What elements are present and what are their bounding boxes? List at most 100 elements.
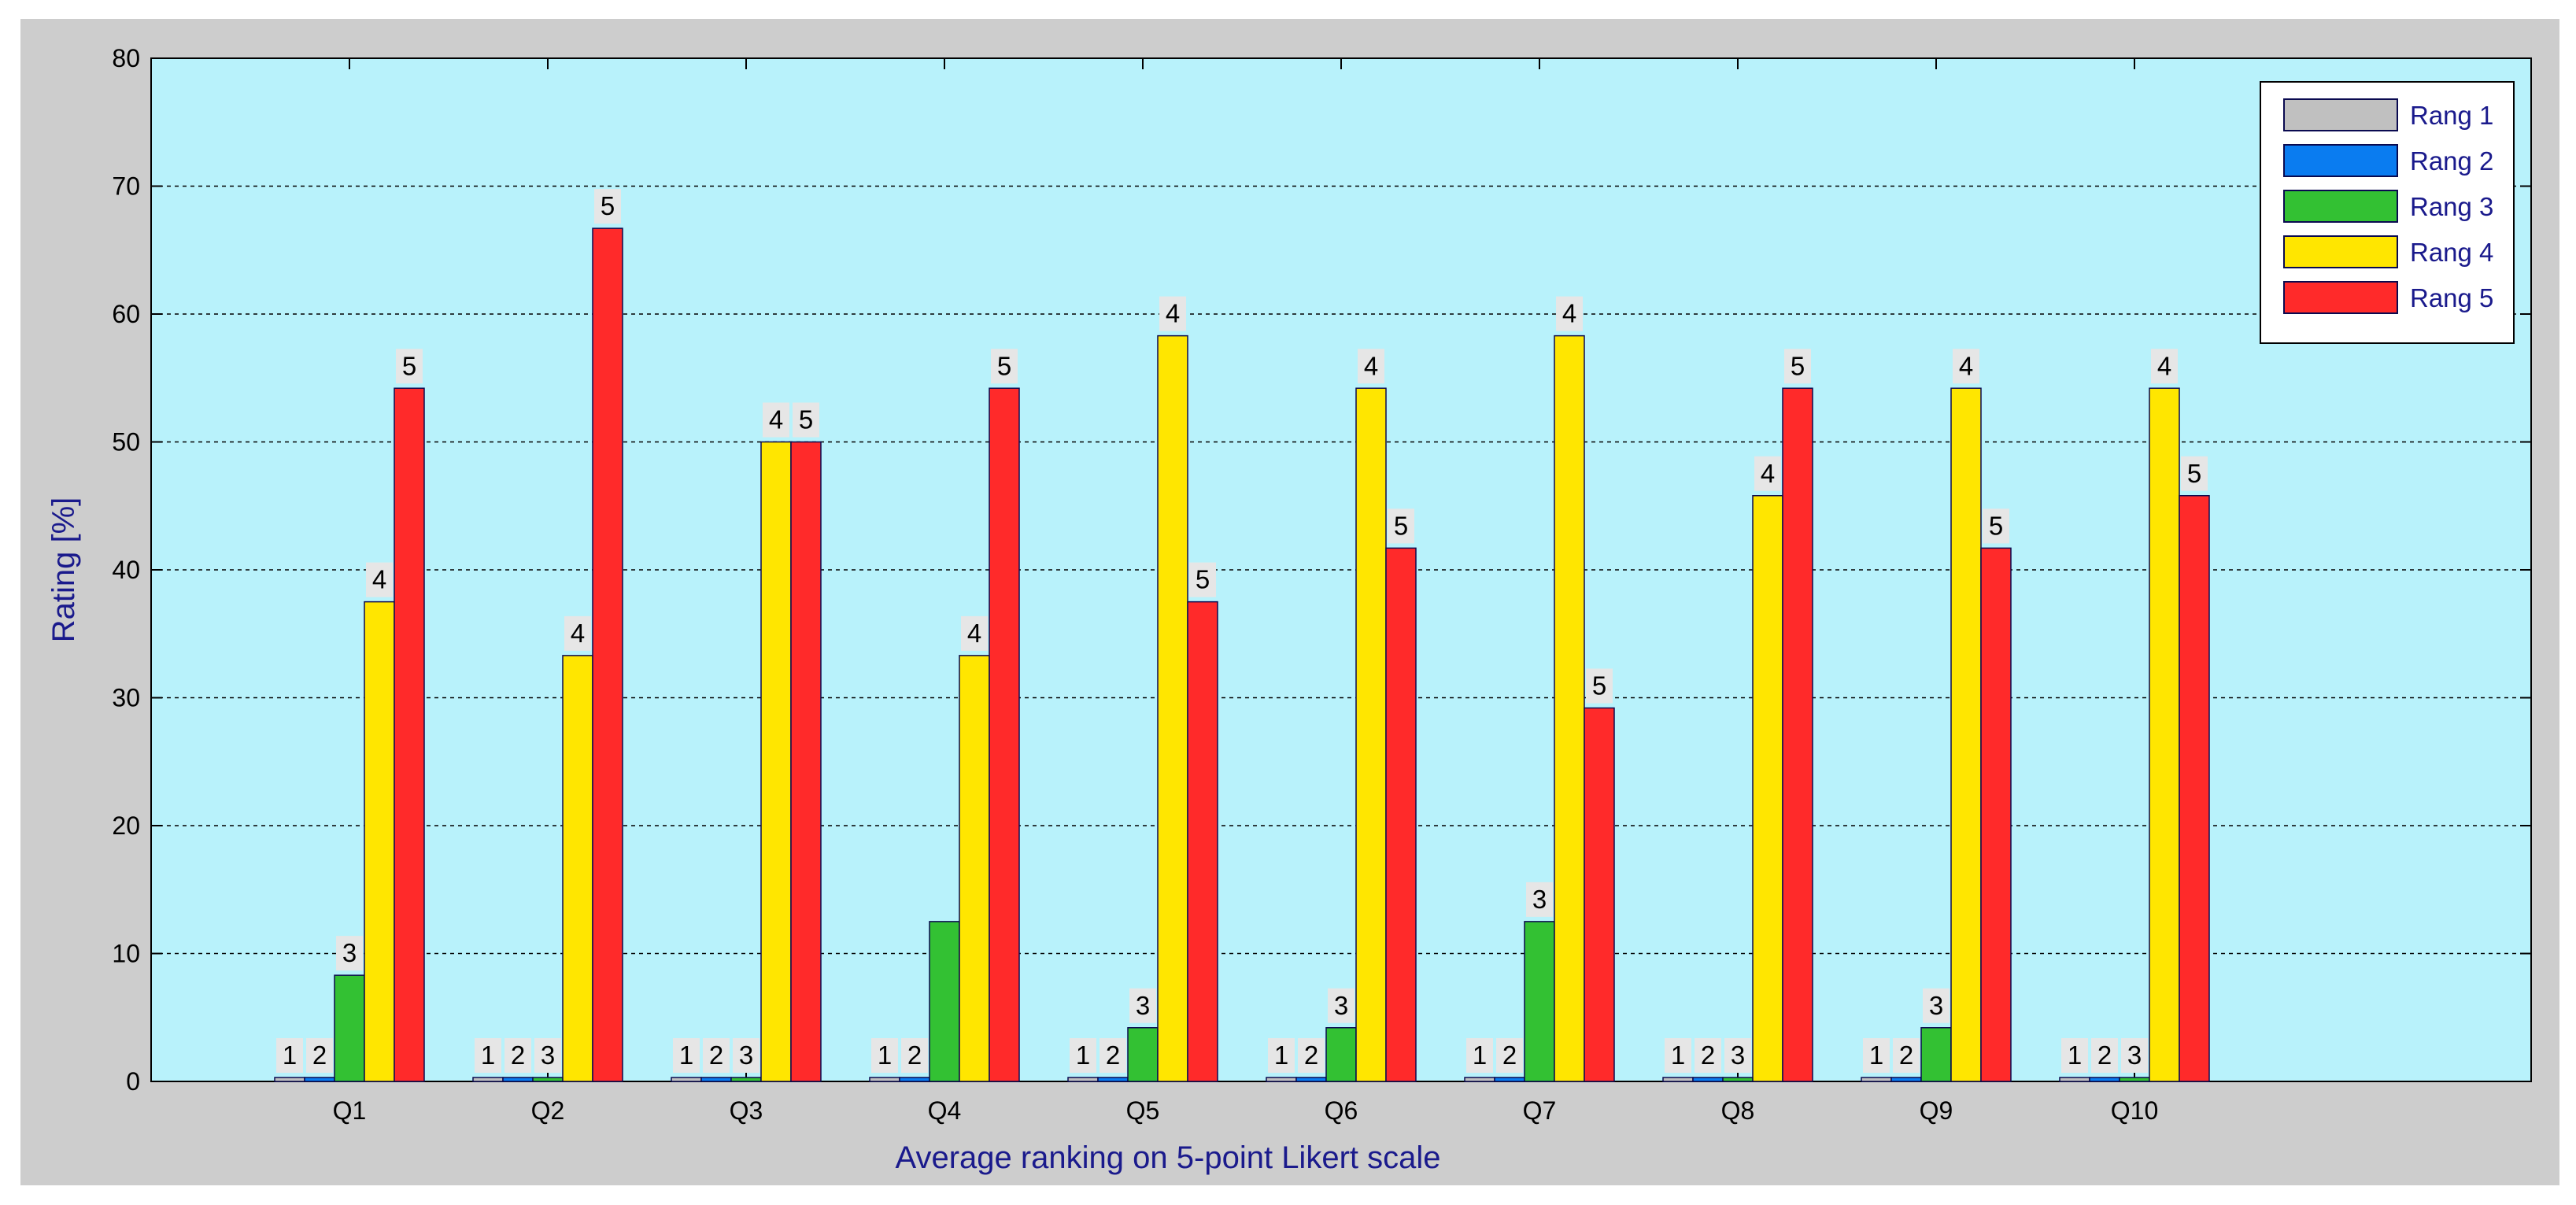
data-label-text: 3 xyxy=(1136,991,1150,1020)
bar-q8-3 xyxy=(1722,1077,1754,1082)
data-label-q8-2: 2 xyxy=(1695,1038,1721,1073)
x-tick-label: Q7 xyxy=(1523,1096,1557,1125)
data-label-box xyxy=(564,615,591,651)
data-label-box xyxy=(504,1038,531,1073)
bar-q1-5 xyxy=(394,387,425,1082)
x-tick-label: Q5 xyxy=(1126,1096,1160,1125)
data-label-box xyxy=(1298,1038,1325,1073)
data-label-text: 5 xyxy=(1394,511,1408,540)
y-tick-label: 40 xyxy=(112,556,140,584)
data-label-box xyxy=(961,615,988,651)
data-label-text: 4 xyxy=(1761,459,1775,488)
data-label-text: 1 xyxy=(481,1041,495,1070)
data-label-q9-3: 3 xyxy=(1923,988,1950,1023)
y-tick-label: 30 xyxy=(112,684,140,712)
data-label-text: 3 xyxy=(1334,991,1348,1020)
legend: Rang 1 Rang 2 Rang 3 Rang 4 Rang 5 xyxy=(2260,81,2515,344)
bar-q8-4 xyxy=(1752,495,1783,1082)
figure-window: 0 10 20 30 40 50 60 70 80 Q1 Q2 Q3 Q4 Q5 Q6 Q7 Q8 Q9 Q10 1 2… xyxy=(20,19,2559,1185)
bar-q2-4 xyxy=(562,655,593,1082)
data-label-q1-1: 1 xyxy=(276,1038,303,1073)
data-label-q6-2: 2 xyxy=(1298,1038,1325,1073)
y-tick-label: 80 xyxy=(112,44,140,72)
data-label-box xyxy=(1665,1038,1691,1073)
bar-q10-1 xyxy=(2059,1077,2090,1082)
bar-group-q6: 1 23 4 5 xyxy=(1266,349,1417,1082)
data-label-text: 2 xyxy=(2097,1041,2112,1070)
data-label-box xyxy=(1893,1038,1920,1073)
data-label-q4-4: 4 xyxy=(961,615,988,651)
data-label-q1-5: 5 xyxy=(396,349,423,384)
data-label-text: 2 xyxy=(511,1041,525,1070)
bar-q5-4 xyxy=(1157,335,1188,1082)
bar-q2-5 xyxy=(592,227,623,1082)
data-label-q1-4: 4 xyxy=(366,562,393,597)
data-label-q6-1: 1 xyxy=(1268,1038,1295,1073)
data-label-q10-1: 1 xyxy=(2061,1038,2088,1073)
bar-q2-2 xyxy=(502,1077,534,1082)
data-label-text: 4 xyxy=(1364,351,1378,380)
bar-q9-4 xyxy=(1950,387,1982,1082)
data-label-text: 3 xyxy=(342,938,357,967)
data-label-box xyxy=(475,1038,501,1073)
bar-group-q7: 1 2 3 4 5 xyxy=(1464,296,1615,1082)
data-label-box xyxy=(1466,1038,1493,1073)
data-label-text: 1 xyxy=(1274,1041,1288,1070)
data-label-text: 5 xyxy=(2187,459,2201,488)
data-label-text: 1 xyxy=(2068,1041,2082,1070)
data-label-text: 1 xyxy=(1473,1041,1487,1070)
bar-q3-2 xyxy=(700,1077,732,1082)
data-label-box xyxy=(1695,1038,1721,1073)
data-label-text: 4 xyxy=(1959,351,1973,380)
data-label-q6-4: 4 xyxy=(1358,349,1384,384)
x-axis-title: Average ranking on 5-point Likert scale xyxy=(895,1140,1440,1175)
legend-label-4: Rang 4 xyxy=(2410,238,2493,267)
data-label-q1-3: 3 xyxy=(336,936,363,971)
bar-q8-5 xyxy=(1782,387,1813,1082)
y-tick-label: 50 xyxy=(112,428,140,456)
data-label-q10-5: 5 xyxy=(2181,456,2208,491)
data-label-text: 4 xyxy=(571,619,585,648)
data-label-box xyxy=(1388,508,1414,544)
data-label-box xyxy=(1953,349,1979,384)
data-label-text: 2 xyxy=(1106,1041,1120,1070)
legend-swatch-2 xyxy=(2283,144,2398,177)
legend-label-5: Rang 5 xyxy=(2410,283,2493,312)
data-label-box xyxy=(2151,349,2178,384)
data-label-text: 2 xyxy=(709,1041,723,1070)
data-label-box xyxy=(1983,508,2009,544)
bar-q10-2 xyxy=(2089,1077,2120,1082)
data-label-box xyxy=(991,349,1018,384)
x-tick-label: Q10 xyxy=(2111,1096,2158,1125)
data-label-text: 4 xyxy=(372,565,386,594)
data-label-q5-1: 1 xyxy=(1070,1038,1096,1073)
data-label-box xyxy=(2091,1038,2118,1073)
data-label-box xyxy=(1724,1038,1751,1073)
bar-group-q1: 1 2 3 4 5 xyxy=(274,349,425,1082)
data-label-box xyxy=(901,1038,928,1073)
data-label-text: 5 xyxy=(1791,351,1805,380)
data-label-box xyxy=(396,349,423,384)
bar-q10-5 xyxy=(2179,495,2210,1082)
data-label-q8-4: 4 xyxy=(1754,456,1781,491)
data-label-q8-3: 3 xyxy=(1724,1038,1751,1073)
bar-q2-1 xyxy=(472,1077,504,1082)
data-label-box xyxy=(871,1038,898,1073)
bar-q4-1 xyxy=(869,1077,900,1082)
data-label-text: 1 xyxy=(283,1041,297,1070)
data-label-text: 4 xyxy=(769,405,783,434)
legend-swatch-1 xyxy=(2283,98,2398,131)
data-label-text: 2 xyxy=(1502,1041,1517,1070)
data-label-q3-5: 5 xyxy=(793,402,819,438)
data-label-q6-5: 5 xyxy=(1388,508,1414,544)
data-label-box xyxy=(703,1038,730,1073)
bar-q4-5 xyxy=(989,387,1020,1082)
data-label-box xyxy=(1586,668,1613,704)
bar-q7-1 xyxy=(1464,1077,1495,1082)
bar-q10-4 xyxy=(2149,387,2180,1082)
bar-q1-2 xyxy=(304,1077,335,1082)
data-label-box xyxy=(1556,296,1583,331)
data-label-q4-1: 1 xyxy=(871,1038,898,1073)
data-label-box xyxy=(276,1038,303,1073)
